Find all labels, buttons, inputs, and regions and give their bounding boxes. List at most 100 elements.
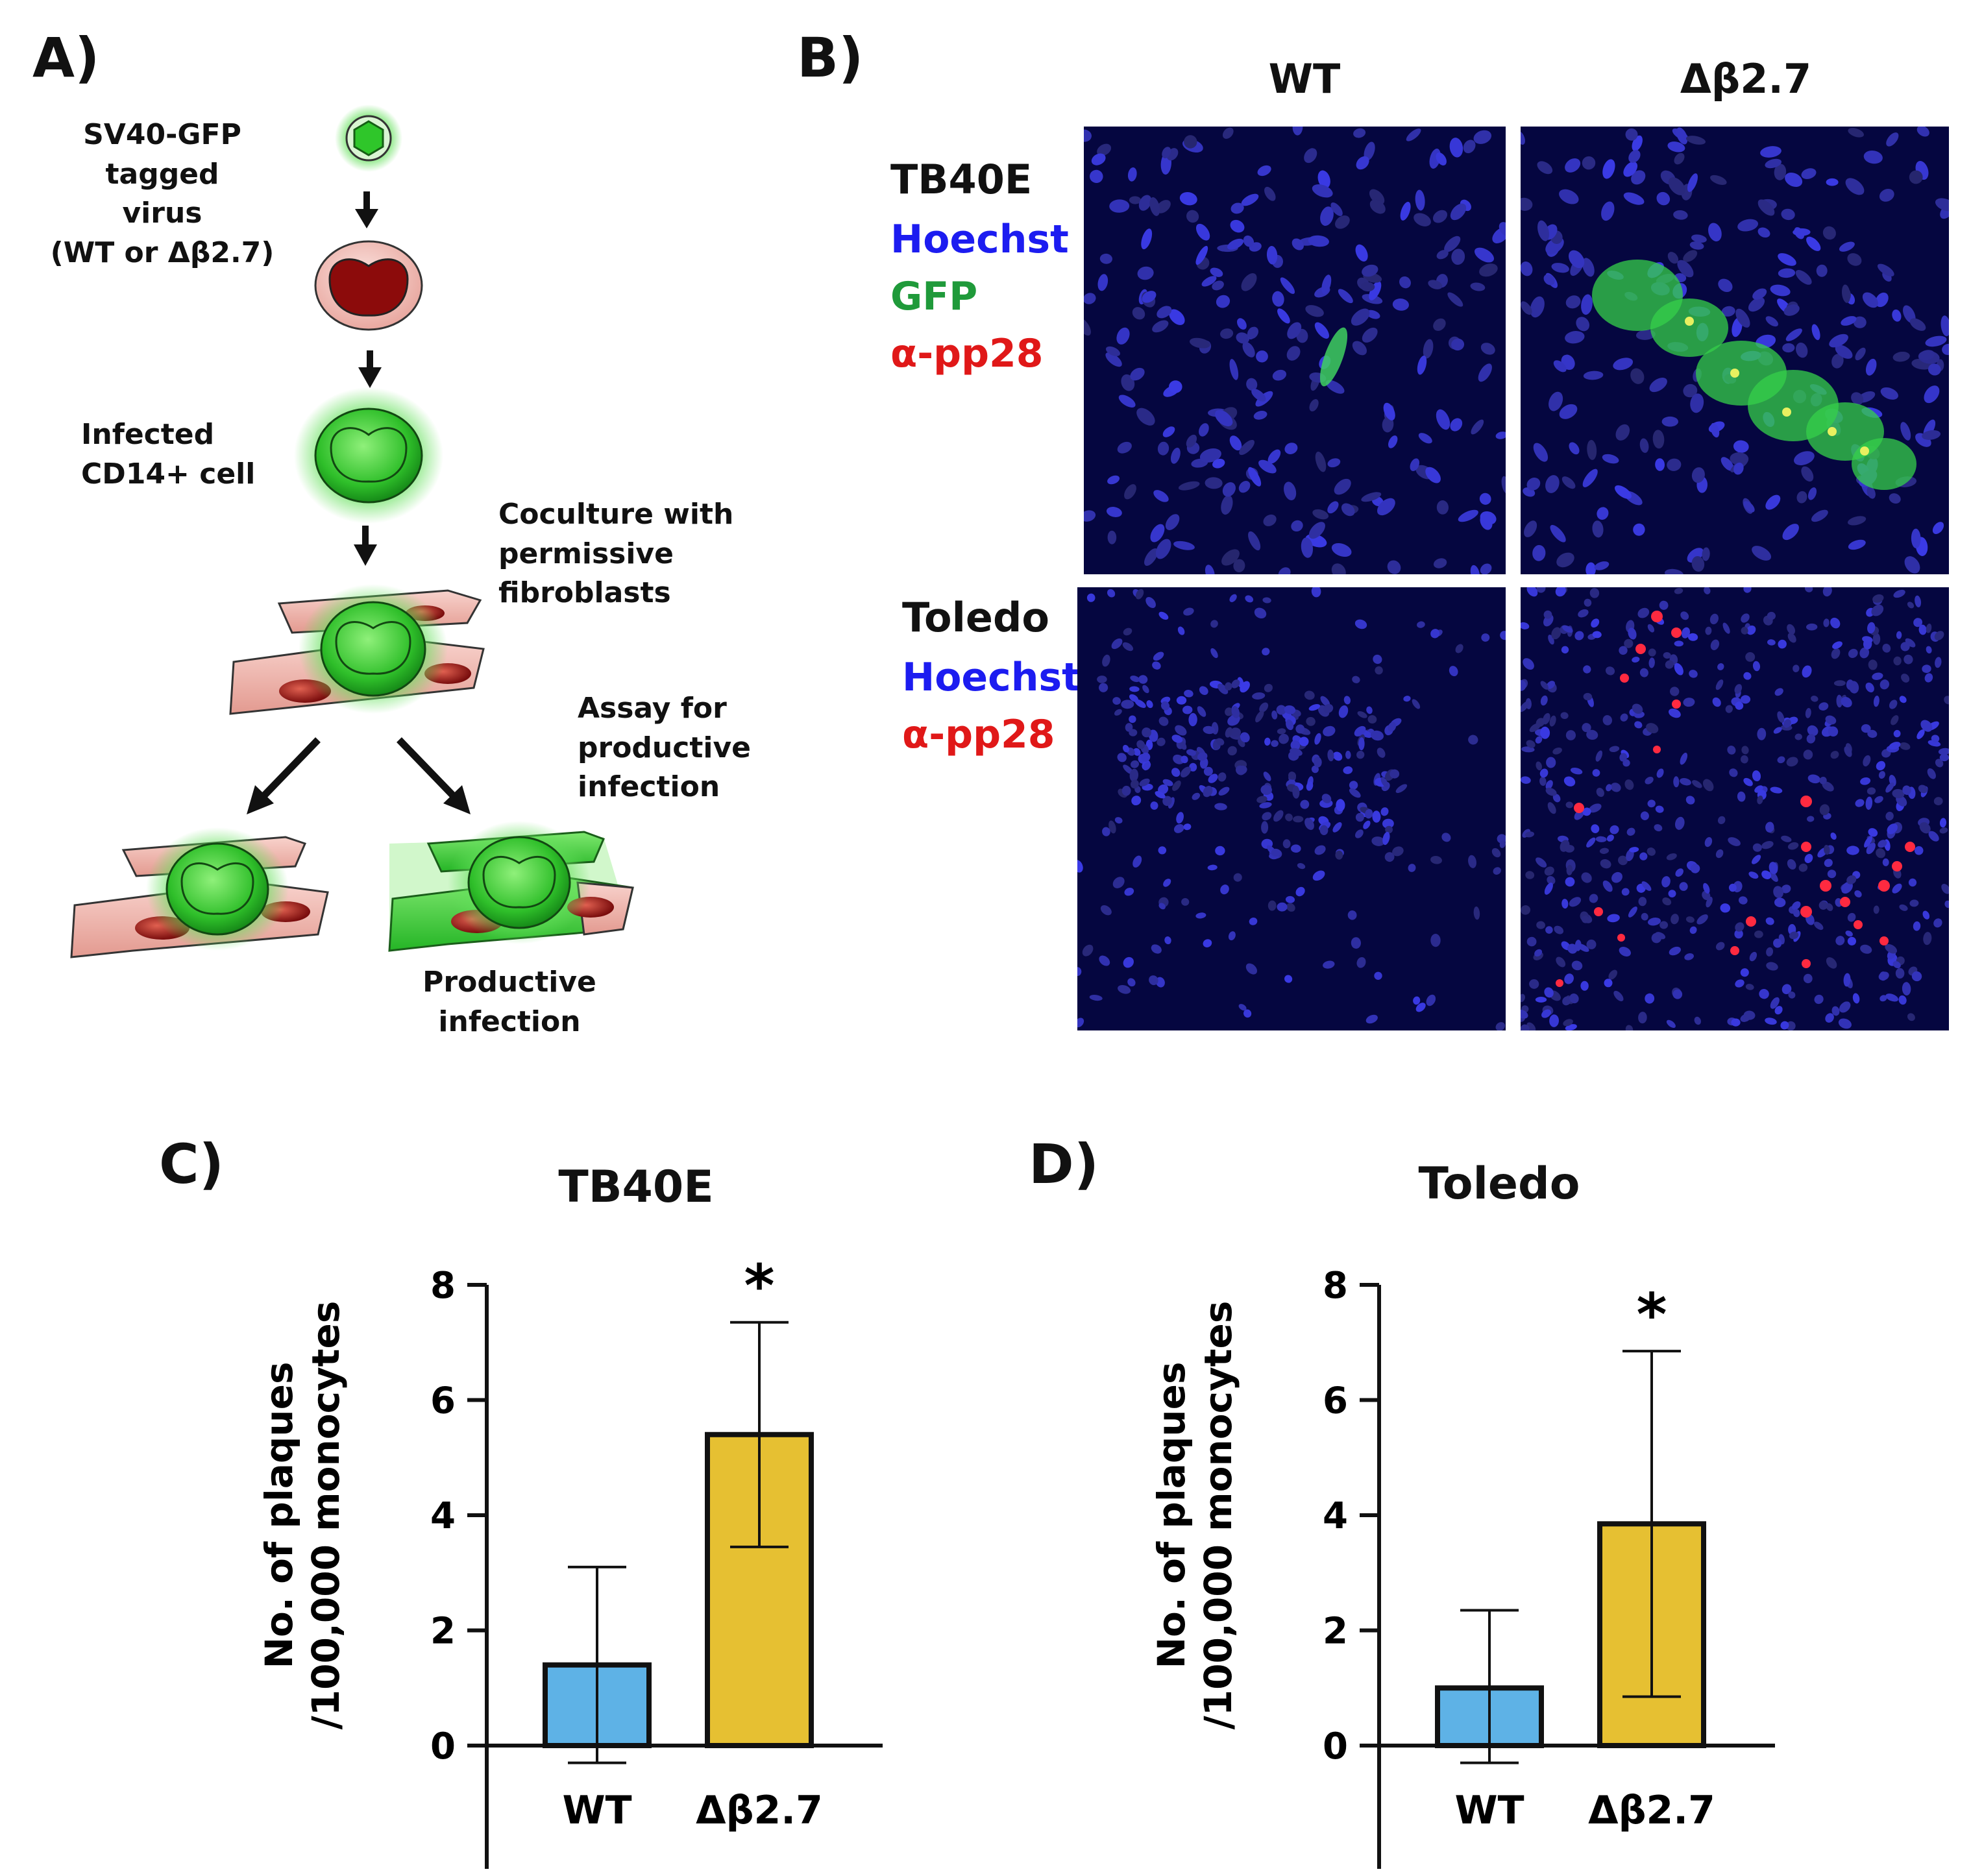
nucleus xyxy=(1847,516,1867,526)
nucleus xyxy=(1263,772,1271,781)
nucleus xyxy=(1127,978,1136,987)
nucleus xyxy=(1902,785,1911,796)
nucleus xyxy=(1430,629,1440,639)
nucleus xyxy=(1934,631,1944,640)
nucleus xyxy=(1246,378,1258,391)
nucleus xyxy=(1645,993,1655,1004)
nucleus xyxy=(1123,956,1134,968)
nucleus xyxy=(1694,1016,1702,1025)
pp28-stain-label: α-pp28 xyxy=(902,712,1055,757)
y-axis-label: No. of plaques/100,000 monocytes xyxy=(257,1301,348,1730)
nucleus xyxy=(1722,622,1730,634)
nucleus xyxy=(1186,210,1199,223)
nucleus xyxy=(1935,198,1949,212)
nucleus xyxy=(1150,524,1165,542)
nucleus xyxy=(1721,306,1735,317)
nucleus xyxy=(1366,310,1380,319)
nucleus xyxy=(1602,454,1619,464)
nucleus xyxy=(1835,936,1845,945)
nucleus xyxy=(1875,292,1889,308)
nucleus xyxy=(1361,492,1382,502)
nucleus xyxy=(1227,238,1244,250)
nucleus xyxy=(1388,722,1397,732)
nucleus xyxy=(1601,201,1615,221)
nucleus xyxy=(1532,544,1546,561)
nucleus xyxy=(1830,832,1837,840)
nucleus xyxy=(1208,774,1218,783)
nucleus xyxy=(1478,363,1492,382)
nucleus xyxy=(1286,346,1301,361)
bar-chart-toledo: No. of plaques/100,000 monocytes 0 2 4 6 8 WT *… xyxy=(1149,1265,1775,1869)
nucleus xyxy=(1919,822,1931,834)
nucleus xyxy=(1911,971,1922,982)
nucleus xyxy=(1674,152,1685,165)
nucleus xyxy=(1595,836,1607,842)
nucleus xyxy=(1647,799,1656,808)
pp28-signal xyxy=(1651,611,1663,622)
y-tick-label: 0 xyxy=(430,1725,456,1768)
nucleus xyxy=(1782,343,1795,353)
nucleus xyxy=(1864,836,1872,848)
nucleus xyxy=(1940,315,1949,337)
nucleus xyxy=(1725,705,1733,713)
nucleus xyxy=(1689,670,1698,678)
nucleus xyxy=(1769,871,1778,883)
nucleus xyxy=(1555,587,1566,597)
nucleus xyxy=(1392,298,1409,311)
nucleus xyxy=(1743,501,1755,513)
nucleus xyxy=(1285,895,1295,903)
nucleus xyxy=(1127,167,1137,182)
nucleus xyxy=(1811,696,1818,702)
nucleus xyxy=(1765,494,1781,510)
nucleus xyxy=(1291,520,1303,532)
nucleus xyxy=(1690,393,1704,413)
nucleus xyxy=(1583,692,1593,701)
nucleus xyxy=(1933,797,1943,806)
nucleus xyxy=(1867,787,1876,795)
x-category-label: Δβ2.7 xyxy=(1588,1788,1715,1833)
nucleus xyxy=(1767,611,1776,620)
nucleus xyxy=(1312,184,1333,198)
nucleus xyxy=(1197,752,1208,761)
nucleus xyxy=(1100,905,1112,916)
nucleus xyxy=(1521,197,1533,211)
pp28-signal xyxy=(1800,796,1812,807)
nucleus xyxy=(1822,587,1832,597)
nucleus xyxy=(1536,587,1546,593)
nucleus xyxy=(1406,128,1421,141)
nucleus xyxy=(1801,466,1814,482)
nucleus xyxy=(1668,890,1676,898)
row1-legend: TB40E Hoechst GFP α-pp28 xyxy=(890,156,1069,382)
nucleus xyxy=(1267,900,1277,911)
nucleus xyxy=(1163,879,1171,887)
nucleus xyxy=(1463,140,1476,154)
nucleus xyxy=(1639,852,1648,860)
nucleus xyxy=(1215,409,1233,426)
nucleus xyxy=(1783,719,1791,728)
nucleus xyxy=(1130,760,1140,768)
nucleus xyxy=(1389,769,1400,779)
nucleus xyxy=(1536,921,1545,929)
nucleus xyxy=(1931,735,1940,743)
nucleus xyxy=(1583,665,1591,674)
nucleus xyxy=(1335,850,1343,860)
nucleus xyxy=(1838,1018,1852,1029)
nucleus xyxy=(1525,871,1535,879)
nucleus xyxy=(1261,821,1269,834)
nucleus xyxy=(1360,282,1375,292)
nucleus xyxy=(1441,833,1451,842)
nucleus xyxy=(1370,730,1384,741)
pp28-signal xyxy=(1671,627,1682,638)
nucleus xyxy=(1309,399,1319,411)
nucleus xyxy=(1710,422,1720,438)
nucleus xyxy=(1356,156,1369,170)
nucleus xyxy=(1293,816,1304,823)
nucleus xyxy=(1408,864,1416,872)
nucleus xyxy=(1371,836,1385,846)
nucleus xyxy=(1565,801,1574,809)
y-tick-label: 6 xyxy=(1323,1380,1348,1422)
nucleus xyxy=(1944,900,1949,908)
nucleus xyxy=(1635,329,1656,340)
nucleus xyxy=(1199,448,1221,463)
nucleus xyxy=(1317,170,1330,189)
